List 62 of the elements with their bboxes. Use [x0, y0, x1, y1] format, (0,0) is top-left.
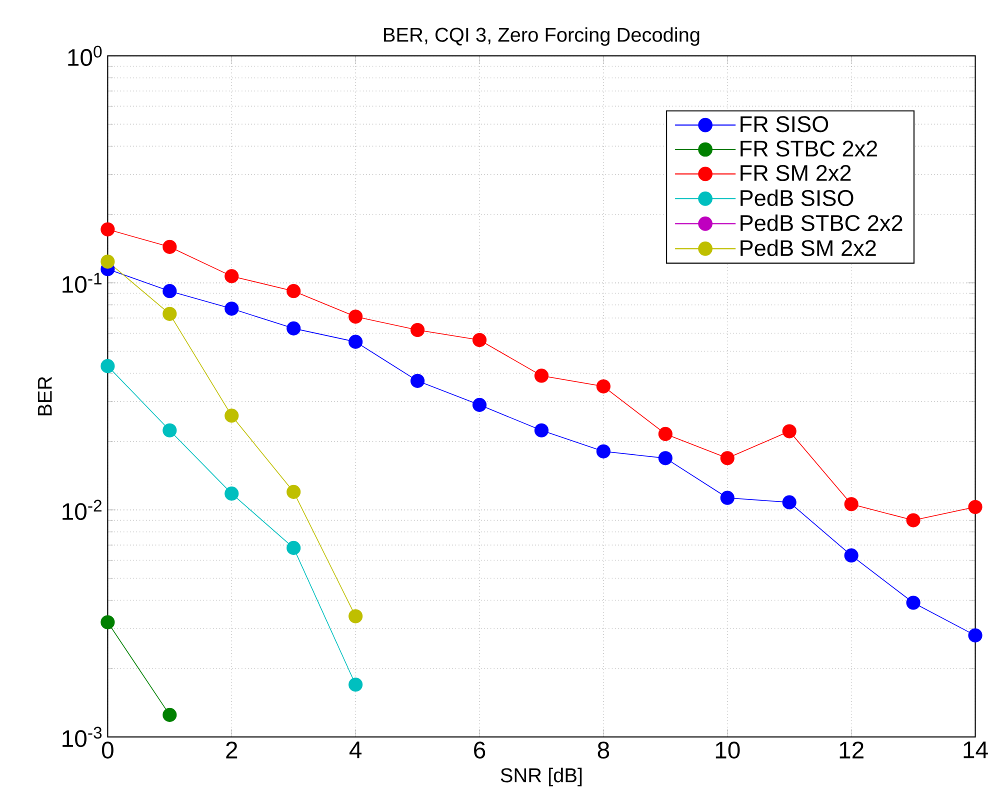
point — [286, 284, 301, 298]
point — [348, 310, 363, 324]
point — [906, 513, 920, 528]
x-axis-title: SNR [dB] — [500, 768, 582, 786]
point — [472, 333, 487, 348]
point — [968, 628, 982, 643]
point — [658, 451, 672, 466]
chart-title: BER, CQI 3, Zero Forcing Decoding — [384, 27, 700, 46]
x-tick-label: 12 — [840, 742, 864, 758]
x-tick-label: 2 — [226, 742, 238, 758]
point — [224, 302, 239, 316]
point — [844, 497, 858, 512]
point — [968, 500, 982, 514]
point — [100, 615, 115, 630]
point — [162, 307, 177, 322]
point — [286, 541, 301, 556]
x-tick-label: 4 — [349, 742, 362, 758]
point — [534, 423, 549, 438]
point — [472, 398, 487, 412]
point — [162, 423, 177, 438]
point — [534, 368, 549, 383]
point — [100, 254, 115, 269]
point — [100, 222, 115, 237]
x-tick-label: 14 — [964, 742, 988, 758]
point — [100, 359, 115, 374]
legend-label: PedB SM 2x2 — [740, 240, 876, 256]
legend-label: FR SM 2x2 — [740, 165, 851, 182]
point — [596, 379, 611, 394]
point — [720, 451, 734, 466]
point — [658, 427, 672, 442]
point — [410, 374, 425, 388]
point — [162, 708, 177, 722]
point — [782, 495, 796, 510]
x-tick-label: 0 — [102, 742, 114, 759]
y-axis-title: BER — [38, 376, 52, 416]
x-tick-label: 6 — [474, 742, 486, 759]
point — [286, 322, 301, 336]
point — [162, 284, 177, 298]
legend-label: PedB STBC 2x2 — [740, 214, 902, 232]
point — [224, 408, 239, 423]
y-tick-label: 10$^{-1}$ — [62, 272, 102, 294]
point — [906, 596, 920, 610]
point — [348, 334, 363, 350]
x-tick-label: 10 — [716, 742, 740, 759]
y-tick-label: 10$^{-2}$ — [62, 500, 102, 520]
point — [596, 444, 611, 459]
y-tick-label: 10$^{0}$ — [68, 46, 102, 66]
point — [286, 485, 301, 500]
point — [162, 240, 177, 254]
point — [348, 678, 363, 692]
point — [410, 323, 425, 338]
point — [224, 269, 239, 284]
legend-label: FR STBC 2x2 — [740, 140, 878, 157]
point — [720, 490, 734, 506]
point — [844, 548, 858, 563]
point — [224, 486, 239, 501]
legend-label: FR SISO — [740, 116, 828, 132]
point — [782, 424, 796, 438]
legend-label: PedB SISO — [740, 190, 854, 206]
y-tick-label: 10$^{-3}$ — [62, 726, 102, 748]
point — [348, 609, 363, 624]
x-tick-label: 8 — [598, 742, 610, 759]
